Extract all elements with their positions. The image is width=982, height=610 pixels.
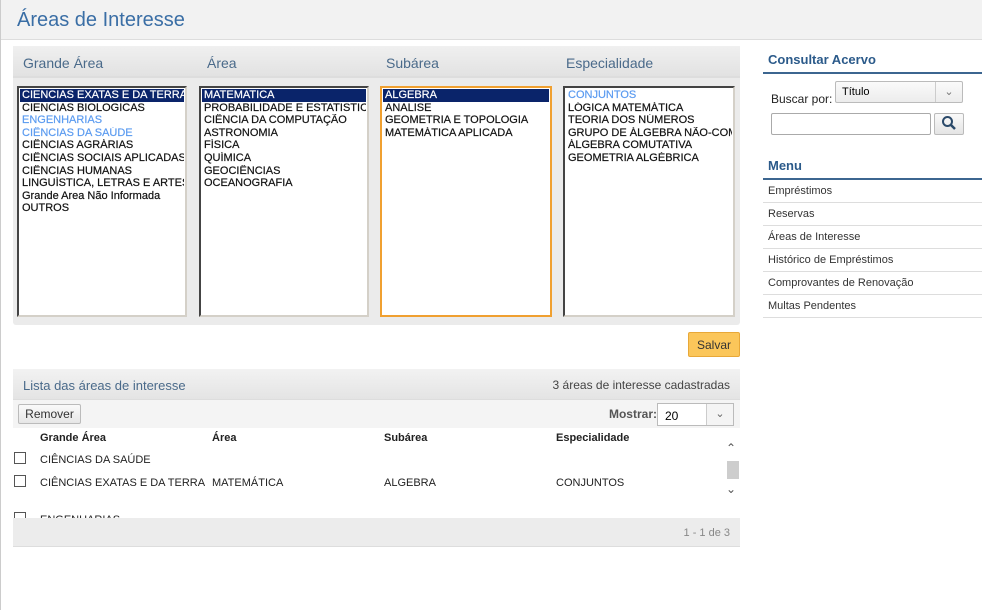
listbox-option[interactable]: Grande Area Não Informada [22,189,161,202]
search-by-value: Título [842,86,870,98]
listbox-option[interactable]: ALGEBRA [383,89,549,102]
listbox-option[interactable]: ANALISE [385,101,432,114]
listbox-option[interactable]: CIÊNCIAS SOCIAIS APLICADAS [22,151,184,164]
list-header: Lista das áreas de interesse 3 áreas de … [13,369,740,400]
search-form: Buscar por: Título ⌄ [763,46,982,135]
search-input[interactable] [771,113,931,135]
listbox-option[interactable]: ASTRONOMIA [204,126,278,139]
scroll-thumb[interactable] [727,461,739,479]
listbox-option[interactable]: CIENCIAS EXATAS E DA TERRA [20,89,184,102]
page-size-select[interactable]: 20 ⌄ [657,403,734,426]
listbox-option[interactable]: CIÊNCIAS DA SAÚDE [22,126,133,139]
search-button[interactable] [934,113,964,135]
subarea-listbox[interactable]: ALGEBRA ANALISE GEOMETRIA E TOPOLOGIA MATEM… [380,86,552,317]
row-checkbox[interactable] [14,475,26,487]
listbox-option[interactable]: LINGUÍSTICA, LETRAS E ARTES [22,177,184,190]
listbox-option[interactable]: CIENCIAS BIOLOGICAS [22,101,145,114]
listbox-option[interactable]: GEOMETRIA E TOPOLOGIA [385,114,529,127]
listbox-option[interactable]: CIÊNCIAS AGRÁRIAS [22,139,134,152]
listbox-option[interactable]: FÍSICA [204,139,240,152]
listbox-option[interactable]: ÁLGEBRA COMUTATIVA [568,139,693,152]
page-size-value: 20 [665,409,679,423]
page-title: Áreas de Interesse [17,9,185,31]
listbox-option[interactable]: TEORIA DOS NÚMEROS [568,114,695,127]
th-grande-area: Grande Área [40,432,107,444]
remove-button[interactable]: Remover [18,404,81,424]
col-grande-area: Grande Área [23,55,104,71]
listbox-option[interactable]: CONJUNTOS [568,89,637,101]
sidebar: Consultar Acervo Buscar por: Título ⌄ Men… [763,46,982,318]
scroll-up-icon[interactable]: ⌃ [726,441,737,455]
th-subarea: Subárea [384,432,428,444]
sidebar-menu: Empréstimos Reservas Áreas de Interesse His… [763,180,982,318]
listbox-option[interactable]: LÓGICA MATEMÁTICA [568,101,684,114]
interest-table: Grande Área Área Subárea Especialidade ⌃… [13,428,740,518]
table-cell: CIÊNCIAS EXATAS E DA TERRA [40,477,206,489]
th-area: Área [212,432,237,444]
search-by-select[interactable]: Título ⌄ [835,81,963,103]
table-cell: MATEMÁTICA [212,477,284,489]
sidebar-menu-item[interactable]: Áreas de Interesse [763,226,982,249]
chevron-down-icon: ⌄ [706,404,733,425]
search-icon [942,115,956,130]
listbox-option[interactable]: PROBABILIDADE E ESTATISTICA [204,101,366,114]
area-listbox[interactable]: MATEMATICA PROBABILIDADE E ESTATISTICA CIÊ… [199,86,369,317]
save-button[interactable]: Salvar [688,332,740,357]
menu-title: Menu [763,152,982,180]
area-selector-panel: Grande Área Área Subárea Especialidade C… [13,46,740,325]
col-subarea: Subárea [386,55,439,71]
interest-list-panel: Lista das áreas de interesse 3 áreas de … [13,369,740,547]
grande-area-listbox[interactable]: CIENCIAS EXATAS E DA TERRA CIENCIAS BIOLO… [17,86,187,317]
search-by-label: Buscar por: [771,92,833,106]
list-count: 3 áreas de interesse cadastradas [552,378,730,392]
listbox-option[interactable]: MATEMATICA [202,89,366,102]
sidebar-menu-item[interactable]: Comprovantes de Renovação [763,272,982,295]
chevron-down-icon: ⌄ [935,82,962,102]
list-title: Lista das áreas de interesse [23,378,186,393]
listbox-option[interactable]: ENGENHARIAS [22,114,103,127]
listbox-option[interactable]: GEOCIÊNCIAS [204,164,281,177]
scroll-down-icon[interactable]: ⌄ [726,482,737,496]
listbox-option[interactable]: GEOMETRIA ALGÉBRICA [568,151,699,164]
listbox-option[interactable]: OUTROS [22,202,70,215]
selector-header: Grande Área Área Subárea Especialidade [13,46,740,78]
table-scrollbar[interactable]: ⌃ ⌄ [724,428,740,518]
sidebar-menu-item[interactable]: Reservas [763,203,982,226]
sidebar-menu-item[interactable]: Multas Pendentes [763,295,982,318]
table-cell: CONJUNTOS [556,477,625,489]
table-cell: ALGEBRA [384,477,436,489]
page-header: Áreas de Interesse [1,0,982,40]
sidebar-menu-item[interactable]: Histórico de Empréstimos [763,249,982,272]
sidebar-menu-item[interactable]: Empréstimos [763,180,982,203]
especialidade-listbox[interactable]: CONJUNTOS LÓGICA MATEMÁTICA TEORIA DOS NÚM… [563,86,735,317]
listbox-option[interactable]: GRUPO DE ÁLGEBRA NÃO-COMUTATIVA [568,126,732,139]
listbox-option[interactable]: QUÍMICA [204,151,252,164]
listbox-option[interactable]: CIÊNCIAS HUMANAS [22,164,133,177]
th-especialidade: Especialidade [556,432,630,444]
row-checkbox[interactable] [14,512,26,518]
row-checkbox[interactable] [14,452,26,464]
show-label: Mostrar: [608,407,657,421]
table-cell: CIÊNCIAS DA SAÚDE [40,454,151,466]
listbox-option[interactable]: CIÊNCIA DA COMPUTAÇÃO [204,114,347,127]
listbox-option[interactable]: MATEMÁTICA APLICADA [385,126,513,139]
table-cell: ENGENHARIAS [40,514,120,518]
search-title: Consultar Acervo [763,46,982,74]
listbox-option[interactable]: OCEANOGRAFIA [204,177,293,190]
list-toolbar: Remover Mostrar: 20 ⌄ [13,400,740,428]
pagination: 1 - 1 de 3 [683,527,730,539]
col-especialidade: Especialidade [566,55,654,71]
col-area: Área [207,55,237,71]
